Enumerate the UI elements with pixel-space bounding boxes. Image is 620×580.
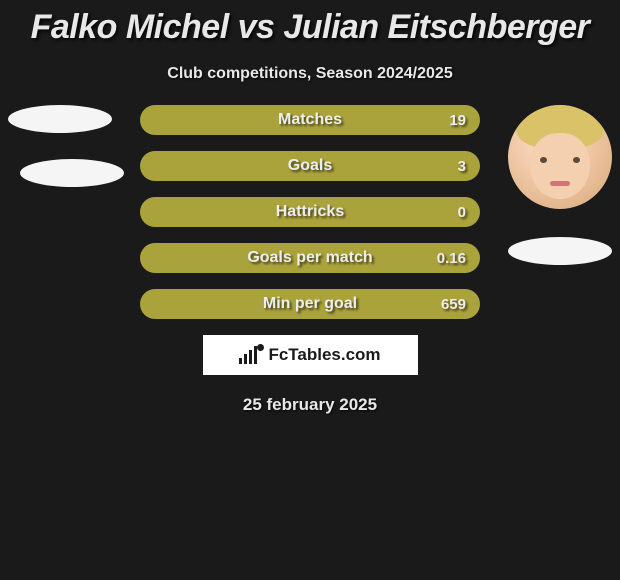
stat-value: 0.16 [437, 250, 466, 267]
stat-label: Min per goal [263, 295, 357, 313]
fctables-badge[interactable]: FcTables.com [203, 335, 418, 375]
stat-row-goals: Goals 3 [140, 151, 480, 181]
fctables-logo-icon [239, 346, 264, 364]
subtitle: Club competitions, Season 2024/2025 [0, 65, 620, 83]
stat-row-min-per-goal: Min per goal 659 [140, 289, 480, 319]
left-player-column [8, 105, 124, 187]
stat-row-goals-per-match: Goals per match 0.16 [140, 243, 480, 273]
right-player-column [508, 105, 612, 265]
right-player-avatar [508, 105, 612, 209]
stat-row-matches: Matches 19 [140, 105, 480, 135]
fctables-label: FcTables.com [268, 345, 380, 365]
stat-value: 19 [449, 112, 466, 129]
stat-label: Matches [278, 111, 342, 129]
left-player-avatar-placeholder [8, 105, 112, 133]
stat-label: Hattricks [276, 203, 344, 221]
stat-label: Goals per match [247, 249, 372, 267]
right-player-club-placeholder [508, 237, 612, 265]
stat-value: 3 [458, 158, 466, 175]
left-player-club-placeholder [20, 159, 124, 187]
stat-label: Goals [288, 157, 332, 175]
comparison-content: Matches 19 Goals 3 Hattricks 0 Goals per… [0, 105, 620, 415]
stats-list: Matches 19 Goals 3 Hattricks 0 Goals per… [140, 105, 480, 319]
stat-value: 659 [441, 296, 466, 313]
stat-row-hattricks: Hattricks 0 [140, 197, 480, 227]
stat-value: 0 [458, 204, 466, 221]
footer-date: 25 february 2025 [0, 395, 620, 415]
page-title: Falko Michel vs Julian Eitschberger [0, 0, 620, 47]
